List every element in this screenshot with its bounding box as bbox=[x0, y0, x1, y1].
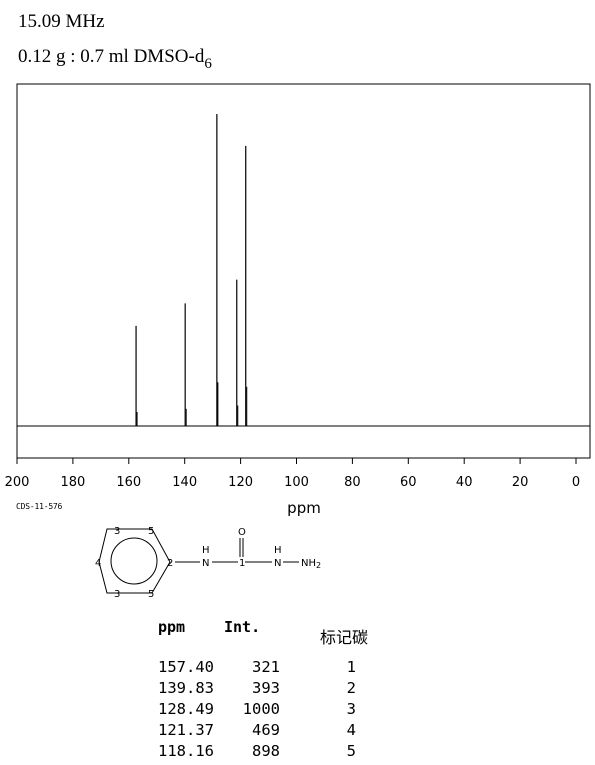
cell-ppm: 157.40 bbox=[158, 658, 214, 676]
header-int: Int. bbox=[224, 618, 261, 636]
ring-label-5-bottom: 5 bbox=[148, 589, 154, 600]
atom-h1: H bbox=[202, 545, 210, 556]
x-tick-label: 40 bbox=[456, 475, 473, 490]
cell-int: 321 bbox=[252, 658, 280, 676]
cell-ppm: 121.37 bbox=[158, 721, 214, 739]
x-tick-label: 100 bbox=[284, 475, 309, 490]
x-axis-label: ppm bbox=[287, 499, 321, 517]
cell-int: 393 bbox=[252, 679, 280, 697]
header-ppm: ppm bbox=[158, 618, 186, 636]
x-tick-label: 160 bbox=[116, 475, 141, 490]
cell-atom: 2 bbox=[346, 679, 356, 697]
cell-atom: 5 bbox=[346, 742, 356, 760]
atom-nh: NH bbox=[301, 558, 316, 569]
nmr-spectrum-chart: 200 180 160 140 120 100 80 60 40 20 0 ppm bbox=[5, 83, 591, 517]
x-tick-label: 20 bbox=[512, 475, 529, 490]
sample-subscript: 6 bbox=[204, 56, 212, 72]
cell-int: 898 bbox=[252, 742, 280, 760]
x-tick-label: 80 bbox=[344, 475, 361, 490]
peak-group bbox=[135, 114, 248, 426]
plot-frame bbox=[16, 83, 591, 459]
compound-code: CDS-11-576 bbox=[16, 502, 63, 511]
cell-atom: 4 bbox=[346, 721, 356, 739]
bonds bbox=[175, 538, 299, 563]
cell-int: 469 bbox=[252, 721, 280, 739]
structure-labels: 3 5 4 2 3 5 H N O 1 H N NH2 bbox=[95, 526, 321, 600]
atom-c1: 1 bbox=[239, 558, 245, 569]
x-tick-label: 60 bbox=[400, 475, 417, 490]
header-carbon: 标记碳 bbox=[320, 628, 369, 647]
atom-n2: N bbox=[274, 558, 281, 569]
spectrometer-frequency: 15.09 MHz bbox=[18, 11, 105, 32]
atom-nh2: NH2 bbox=[301, 558, 321, 570]
ring-label-4: 4 bbox=[95, 558, 101, 569]
ring-label-3-bottom: 3 bbox=[114, 589, 120, 600]
x-axis-ticks: 200 180 160 140 120 100 80 60 40 20 0 bbox=[5, 458, 580, 490]
cell-ppm: 118.16 bbox=[158, 742, 214, 760]
x-tick-label: 140 bbox=[172, 475, 197, 490]
atom-h2: H bbox=[274, 545, 282, 556]
sample-text: 0.12 g : 0.7 ml DMSO-d bbox=[18, 46, 205, 67]
sample-description: 0.12 g : 0.7 ml DMSO-d6 bbox=[18, 46, 212, 72]
x-tick-label: 0 bbox=[572, 475, 580, 490]
cell-int: 1000 bbox=[242, 700, 280, 718]
cell-ppm: 128.49 bbox=[158, 700, 214, 718]
ring-label-2: 2 bbox=[167, 558, 173, 569]
atom-nh2-sub: 2 bbox=[316, 561, 321, 570]
cell-atom: 3 bbox=[346, 700, 356, 718]
cell-ppm: 139.83 bbox=[158, 679, 214, 697]
cell-atom: 1 bbox=[346, 658, 356, 676]
x-tick-label: 180 bbox=[60, 475, 85, 490]
x-tick-label: 200 bbox=[5, 475, 30, 490]
x-tick-label: 120 bbox=[228, 475, 253, 490]
benzene-ring bbox=[98, 528, 171, 594]
atom-n1: N bbox=[202, 558, 209, 569]
